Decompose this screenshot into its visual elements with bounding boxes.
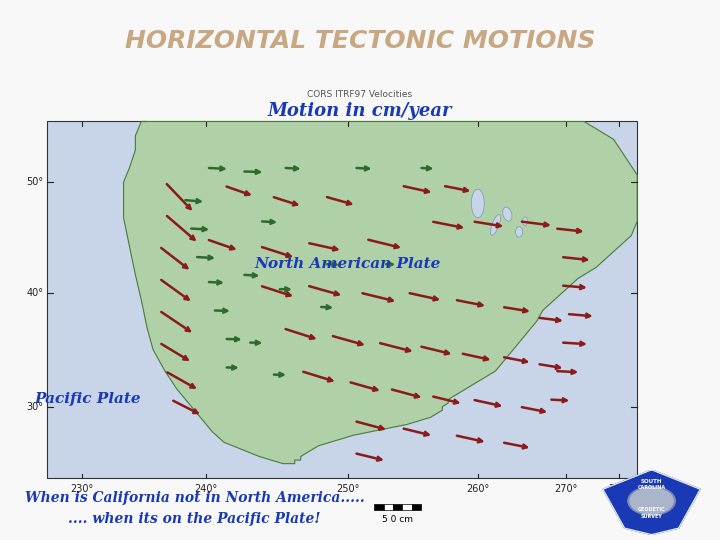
Bar xyxy=(374,504,384,510)
Text: CORS ITRF97 Velocities: CORS ITRF97 Velocities xyxy=(307,90,413,99)
Ellipse shape xyxy=(503,207,512,221)
Text: North American Plate: North American Plate xyxy=(255,257,441,271)
Text: 40°: 40° xyxy=(26,288,43,298)
Bar xyxy=(393,504,402,510)
Bar xyxy=(384,504,393,510)
Text: 270°: 270° xyxy=(554,484,578,495)
Bar xyxy=(412,504,421,510)
Text: 280°: 280° xyxy=(608,484,631,495)
Polygon shape xyxy=(124,122,637,464)
Text: Motion in cm/year: Motion in cm/year xyxy=(268,102,452,120)
Text: .... when its on the Pacific Plate!: .... when its on the Pacific Plate! xyxy=(68,512,320,526)
Circle shape xyxy=(630,488,673,514)
Ellipse shape xyxy=(472,189,485,218)
Text: 30°: 30° xyxy=(26,402,43,411)
Text: SURVEY: SURVEY xyxy=(641,514,662,519)
Bar xyxy=(47,122,637,478)
Polygon shape xyxy=(603,470,701,535)
Text: 230°: 230° xyxy=(71,484,94,495)
Ellipse shape xyxy=(516,227,523,238)
Text: 250°: 250° xyxy=(336,484,359,495)
Text: When is California not in North America.....: When is California not in North America.… xyxy=(24,491,364,505)
Ellipse shape xyxy=(490,214,500,235)
Text: 5 0 cm: 5 0 cm xyxy=(382,515,413,524)
Text: HORIZONTAL TECTONIC MOTIONS: HORIZONTAL TECTONIC MOTIONS xyxy=(125,29,595,52)
Text: CAROLINA: CAROLINA xyxy=(637,485,666,490)
Text: 260°: 260° xyxy=(466,484,490,495)
Text: GEODETIC: GEODETIC xyxy=(638,508,665,512)
Ellipse shape xyxy=(523,217,527,226)
Bar xyxy=(402,504,412,510)
Text: 50°: 50° xyxy=(26,177,43,187)
Text: 240°: 240° xyxy=(194,484,218,495)
Circle shape xyxy=(628,487,675,515)
Text: Pacific Plate: Pacific Plate xyxy=(35,393,141,407)
Text: SOUTH: SOUTH xyxy=(641,479,662,484)
